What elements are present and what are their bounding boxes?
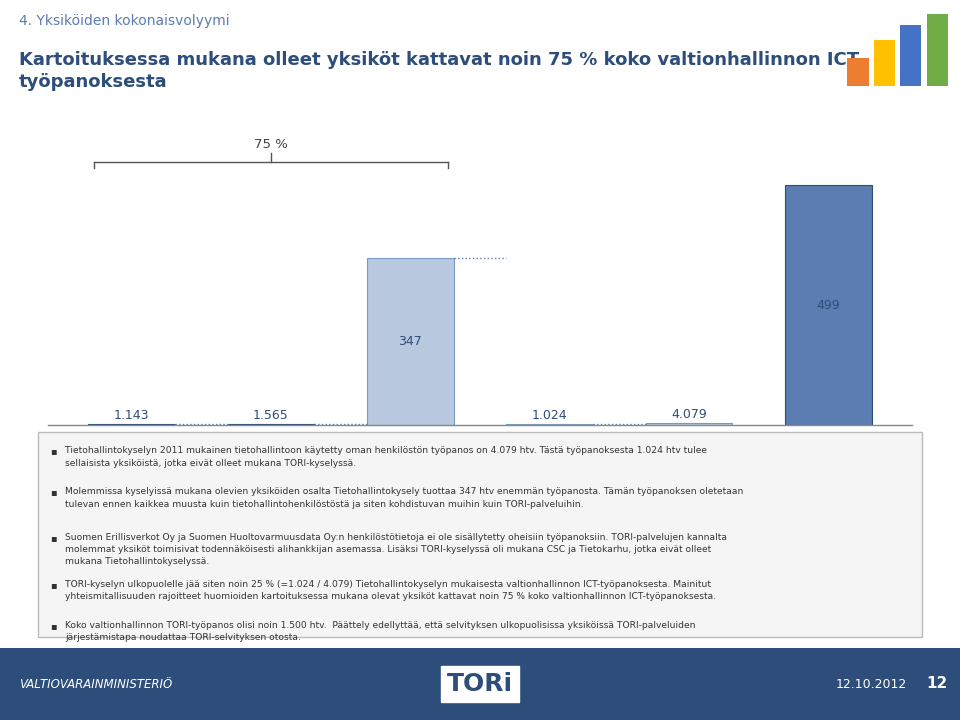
Bar — [848, 58, 869, 86]
Text: TORi: TORi — [447, 672, 513, 696]
Text: 499: 499 — [817, 299, 840, 312]
Bar — [228, 424, 314, 425]
Text: Molemmissa kyselyissä mukana olevien yksiköiden osalta Tietohallintokysely tuott: Molemmissa kyselyissä mukana olevien yks… — [65, 487, 743, 508]
FancyBboxPatch shape — [38, 432, 922, 637]
Text: 4. Yksiköiden kokonaisvolyymi: 4. Yksiköiden kokonaisvolyymi — [19, 14, 229, 28]
Text: VALTIOVARAINMINISTERIÖ: VALTIOVARAINMINISTERIÖ — [19, 678, 173, 690]
Text: Koko valtionhallinnon TORI-työpanos olisi noin 1.500 htv.  Päättely edellyttää, : Koko valtionhallinnon TORI-työpanos olis… — [65, 621, 695, 642]
Text: 12: 12 — [926, 677, 948, 691]
Text: ▪: ▪ — [50, 533, 57, 543]
Text: ▪: ▪ — [50, 621, 57, 631]
Bar — [874, 40, 895, 86]
Bar — [646, 423, 732, 425]
Text: ▪: ▪ — [50, 580, 57, 590]
Text: ▪: ▪ — [50, 446, 57, 456]
Bar — [367, 258, 453, 425]
Text: 1.143: 1.143 — [114, 410, 150, 423]
Text: ▪: ▪ — [50, 487, 57, 498]
Text: Tietohallintokyselyn 2011 mukainen tietohallintoon käytetty oman henkilöstön työ: Tietohallintokyselyn 2011 mukainen tieto… — [65, 446, 707, 467]
Text: 1.565: 1.565 — [253, 409, 289, 422]
Text: 75 %: 75 % — [254, 138, 288, 151]
Text: TORI-kyselyn ulkopuolelle jää siten noin 25 % (=1.024 / 4.079) Tietohallintokyse: TORI-kyselyn ulkopuolelle jää siten noin… — [65, 580, 716, 601]
Text: 347: 347 — [398, 335, 422, 348]
Text: 12.10.2012: 12.10.2012 — [835, 678, 906, 690]
Bar — [926, 14, 948, 86]
Text: 4.079: 4.079 — [671, 408, 707, 421]
Text: Suomen Erillisverkot Oy ja Suomen Huoltovarmuusdata Oy:n henkilöstötietoja ei ol: Suomen Erillisverkot Oy ja Suomen Huolto… — [65, 533, 727, 566]
Bar — [785, 185, 872, 425]
Text: Kartoituksessa mukana olleet yksiköt kattavat noin 75 % koko valtionhallinnon IC: Kartoituksessa mukana olleet yksiköt kat… — [19, 50, 864, 91]
FancyBboxPatch shape — [0, 648, 960, 720]
Bar — [900, 25, 922, 86]
Text: 1.024: 1.024 — [532, 410, 567, 423]
